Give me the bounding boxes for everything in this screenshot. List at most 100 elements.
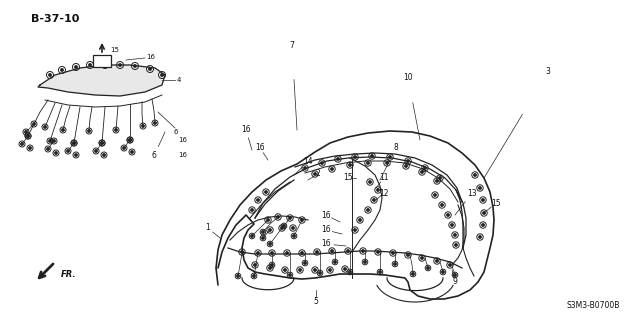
Circle shape xyxy=(314,173,316,175)
Circle shape xyxy=(367,162,369,164)
Circle shape xyxy=(101,142,103,144)
Circle shape xyxy=(269,267,271,269)
Circle shape xyxy=(427,267,429,269)
Circle shape xyxy=(254,264,256,266)
Text: 16: 16 xyxy=(321,226,331,234)
Circle shape xyxy=(67,150,69,152)
Text: 16: 16 xyxy=(178,152,187,158)
Circle shape xyxy=(407,160,409,162)
Circle shape xyxy=(269,229,271,231)
Circle shape xyxy=(281,227,283,229)
Circle shape xyxy=(483,212,485,214)
Circle shape xyxy=(439,177,441,179)
Circle shape xyxy=(277,216,279,218)
Circle shape xyxy=(354,156,356,158)
Circle shape xyxy=(421,171,423,173)
Circle shape xyxy=(289,274,291,276)
Circle shape xyxy=(304,167,306,169)
Circle shape xyxy=(271,252,273,254)
Circle shape xyxy=(293,235,295,237)
Circle shape xyxy=(455,244,457,246)
Text: 15: 15 xyxy=(491,198,501,207)
Circle shape xyxy=(75,66,77,68)
Text: 3: 3 xyxy=(545,68,550,77)
Circle shape xyxy=(115,129,117,131)
Circle shape xyxy=(364,261,366,263)
Circle shape xyxy=(299,269,301,271)
Text: 13: 13 xyxy=(467,189,477,197)
Circle shape xyxy=(88,130,90,132)
Circle shape xyxy=(262,231,264,233)
Text: 7: 7 xyxy=(289,41,294,50)
Circle shape xyxy=(479,236,481,238)
Circle shape xyxy=(129,139,131,141)
Circle shape xyxy=(44,126,46,128)
Circle shape xyxy=(49,74,51,76)
Circle shape xyxy=(283,225,285,227)
Text: S3M3-B0700B: S3M3-B0700B xyxy=(566,301,620,310)
Text: 10: 10 xyxy=(403,73,413,83)
Text: 16: 16 xyxy=(255,144,265,152)
Circle shape xyxy=(316,251,318,253)
Text: 16: 16 xyxy=(241,125,251,135)
Circle shape xyxy=(337,158,339,160)
Circle shape xyxy=(392,252,394,254)
Circle shape xyxy=(372,199,375,201)
Circle shape xyxy=(52,140,55,142)
Circle shape xyxy=(301,252,303,254)
Text: 9: 9 xyxy=(452,278,458,286)
Circle shape xyxy=(289,217,291,219)
Circle shape xyxy=(284,269,286,271)
Text: 16: 16 xyxy=(146,54,155,60)
Text: 16: 16 xyxy=(321,240,331,249)
Circle shape xyxy=(154,122,156,124)
Polygon shape xyxy=(38,65,165,96)
Circle shape xyxy=(103,154,105,156)
Text: 14: 14 xyxy=(303,158,313,167)
Circle shape xyxy=(434,194,436,196)
Circle shape xyxy=(257,199,259,201)
Circle shape xyxy=(369,181,371,183)
Circle shape xyxy=(449,264,451,266)
Circle shape xyxy=(142,125,144,127)
Text: 15: 15 xyxy=(110,47,119,53)
Circle shape xyxy=(29,147,31,149)
Text: 5: 5 xyxy=(314,298,319,307)
Circle shape xyxy=(388,156,391,158)
Circle shape xyxy=(442,271,444,273)
Circle shape xyxy=(269,243,271,245)
Circle shape xyxy=(134,65,136,67)
Circle shape xyxy=(89,64,92,66)
Circle shape xyxy=(251,209,253,211)
Text: 6: 6 xyxy=(152,152,156,160)
Circle shape xyxy=(377,251,379,253)
Circle shape xyxy=(237,275,239,277)
Circle shape xyxy=(20,143,23,145)
Text: 16: 16 xyxy=(178,137,187,143)
Circle shape xyxy=(407,254,409,256)
Circle shape xyxy=(49,140,51,142)
Circle shape xyxy=(129,139,131,141)
Circle shape xyxy=(131,151,133,153)
Circle shape xyxy=(123,147,125,149)
Circle shape xyxy=(424,167,426,169)
Circle shape xyxy=(119,64,121,66)
Circle shape xyxy=(262,237,264,239)
Circle shape xyxy=(292,227,294,229)
Circle shape xyxy=(454,274,456,276)
Circle shape xyxy=(479,187,481,189)
Circle shape xyxy=(265,191,268,193)
Circle shape xyxy=(62,129,64,131)
Circle shape xyxy=(331,168,333,170)
Circle shape xyxy=(454,234,456,236)
Circle shape xyxy=(47,148,49,150)
Circle shape xyxy=(441,204,443,206)
Circle shape xyxy=(371,155,373,157)
Circle shape xyxy=(257,252,259,254)
Circle shape xyxy=(367,209,369,211)
Circle shape xyxy=(27,135,29,137)
Circle shape xyxy=(55,152,57,154)
Text: 1: 1 xyxy=(205,224,211,233)
Circle shape xyxy=(161,74,163,76)
Circle shape xyxy=(33,123,35,125)
